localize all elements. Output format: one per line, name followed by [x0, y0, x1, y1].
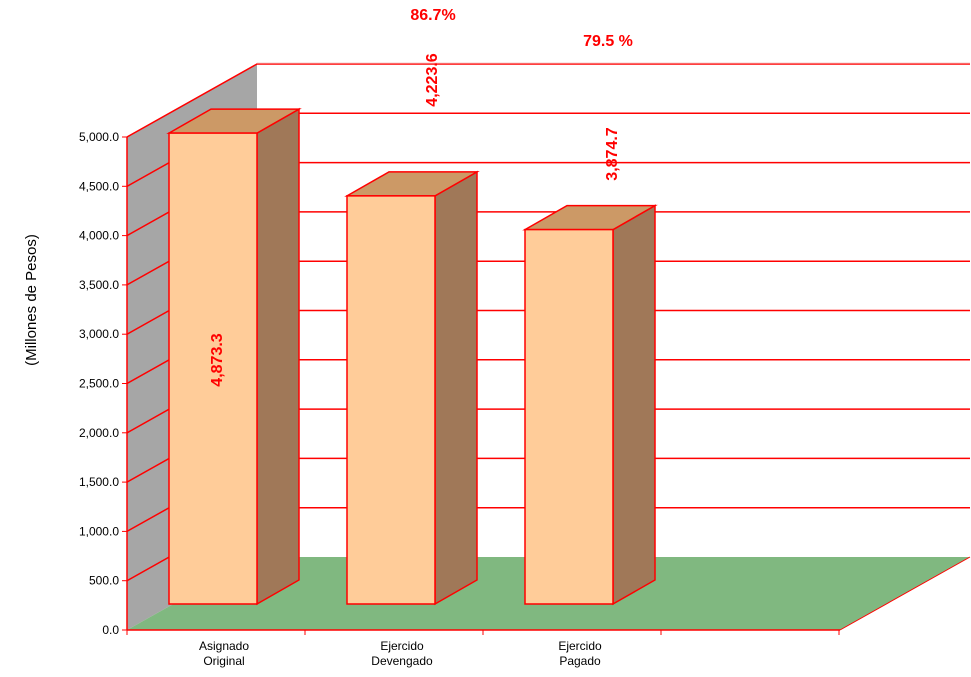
bar — [522, 204, 658, 606]
y-tick-label: 5,000.0 — [79, 130, 119, 144]
x-tick-label: Devengado — [371, 654, 433, 668]
y-axis-label: (Millones de Pesos) — [23, 234, 40, 366]
x-tick-label: Pagado — [559, 654, 601, 668]
y-tick-label: 4,500.0 — [79, 179, 119, 193]
y-tick-label: 0.0 — [102, 623, 119, 637]
y-axis: 0.0 500.0 1,000.0 1,500.0 2,000.0 2,500.0 3,00… — [79, 130, 840, 637]
x-tick-label: Ejercido — [558, 639, 602, 653]
bar-side — [612, 204, 656, 606]
y-tick-label: 3,000.0 — [79, 327, 119, 341]
bars — [166, 107, 658, 606]
data-labels: 4,873.3 4,223.6 3,874.7 86.7% 79.5 % — [209, 7, 633, 387]
bar — [166, 107, 302, 606]
bar-side — [434, 170, 478, 606]
bar-front — [524, 228, 614, 605]
x-axis: AsignadoOriginalEjercidoDevengadoEjercid… — [199, 639, 602, 668]
y-tick-label: 3,500.0 — [79, 278, 119, 292]
x-tick-label: Ejercido — [380, 639, 424, 653]
y-tick-label: 2,000.0 — [79, 426, 119, 440]
y-tick-label: 2,500.0 — [79, 377, 119, 391]
data-label: 3,874.7 — [604, 127, 621, 180]
bar-front — [346, 195, 436, 605]
y-tick-label: 1,500.0 — [79, 475, 119, 489]
bar-side — [256, 107, 300, 606]
percent-label: 86.7% — [410, 7, 455, 24]
floor-edge — [839, 556, 971, 631]
data-label: 4,873.3 — [209, 333, 226, 386]
y-tick-label: 1,000.0 — [79, 524, 119, 538]
y-tick-label: 4,000.0 — [79, 229, 119, 243]
bar-front — [168, 132, 258, 605]
data-label: 4,223.6 — [424, 53, 441, 106]
percent-label: 79.5 % — [583, 33, 633, 50]
x-tick-label: Asignado — [199, 639, 249, 653]
y-tick-label: 500.0 — [89, 574, 119, 588]
x-tick-label: Original — [203, 654, 244, 668]
bar — [344, 170, 480, 606]
gridline — [126, 63, 970, 138]
